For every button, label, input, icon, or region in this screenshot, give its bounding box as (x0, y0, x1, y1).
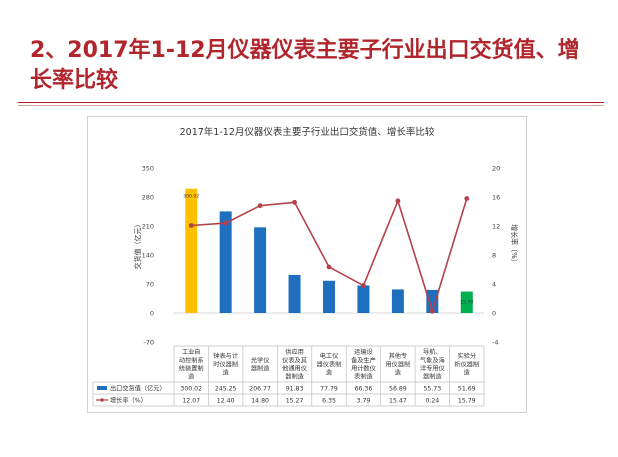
category-label: 析仪器制 (454, 360, 479, 368)
category-label: 造 (326, 369, 332, 377)
bar (391, 289, 404, 313)
data-table: 工业自动控制系统装置制造钟表与计时仪器制造光学仪器制造供应用仪表及其他通用仪器制… (92, 345, 485, 407)
bar (219, 211, 232, 313)
table-cell-growth: 0.24 (425, 398, 439, 405)
table-cell-growth: 15.79 (458, 398, 476, 405)
line-point (395, 198, 401, 204)
bar (288, 274, 301, 313)
bar (323, 280, 335, 313)
line-point (188, 223, 194, 228)
table-cell-value: 51.69 (458, 386, 476, 393)
table-cell-value: 300.02 (180, 386, 202, 393)
category-label: 钟表与计 (213, 352, 238, 360)
y-tick-label: 0 (150, 310, 154, 318)
category-label: 动控制系 (179, 356, 204, 364)
chart-container: 2017年1-12月仪器仪表主要子行业出口交货值、增长率比较 -70 0 70 140… (87, 116, 527, 413)
category-label: 造 (464, 369, 470, 377)
legend-swatch-bar (97, 386, 107, 390)
table-cell-growth: 15.27 (286, 398, 304, 405)
table-cell-value: 55.73 (423, 386, 441, 393)
table-cell-growth: 12.07 (182, 398, 200, 405)
category-label: 供应用 (285, 348, 304, 356)
chart-svg: 2017年1-12月仪器仪表主要子行业出口交货值、增长率比较 -70 0 70 140… (92, 126, 519, 407)
data-label: 300.02 (183, 194, 199, 200)
category-label: 备及生产 (351, 356, 376, 364)
data-label: 15.79 (460, 300, 473, 306)
table-cell-value: 66.36 (355, 386, 373, 393)
table-cell-growth: 12.40 (217, 398, 235, 405)
category-label: 其他专 (389, 352, 408, 360)
line-point (464, 196, 470, 201)
category-label: 气象及海 (420, 356, 445, 364)
category-label: 电工仪 (320, 352, 339, 360)
category-label: 器仪表制 (317, 360, 342, 368)
y-tick-label: 210 (142, 223, 154, 231)
bar (426, 289, 439, 313)
y2-tick-label: 12 (492, 223, 500, 231)
bar (460, 291, 473, 313)
table-cell-value: 56.89 (389, 386, 407, 393)
category-label: 统装置制 (179, 365, 204, 373)
category-label: 时仪器制 (213, 360, 238, 368)
table-cell-value: 91.83 (286, 386, 304, 393)
y-tick-label: -70 (143, 339, 154, 347)
y-tick-label: 350 (142, 165, 154, 173)
table-cell-growth: 6.35 (322, 398, 336, 405)
category-label: 光学仪 (251, 356, 270, 364)
legend-label-line: 增长率（%） (110, 397, 147, 405)
line-point (223, 220, 229, 226)
legend-swatch-line-marker (100, 398, 104, 402)
category-label: 造 (395, 369, 401, 377)
chart-title: 2017年1-12月仪器仪表主要子行业出口交货值、增长率比较 (180, 126, 435, 138)
line-point (257, 203, 263, 209)
y-tick-label: 280 (142, 194, 154, 202)
category-label: 造 (188, 373, 194, 381)
y2-tick-label: 16 (492, 194, 500, 202)
y-tick-label: 70 (146, 281, 154, 289)
y2-tick-label: 20 (492, 165, 500, 173)
category-label: 用仪器制 (386, 360, 411, 368)
category-label: 表制造 (354, 373, 373, 381)
table-cell-growth: 3.79 (357, 398, 371, 405)
table-cell-value: 77.79 (320, 386, 338, 393)
category-label: 他通用仪 (282, 365, 307, 373)
category-label: 器制造 (423, 373, 442, 381)
bar-series: 300.02 15.79 (183, 188, 473, 313)
table-cell-value: 206.77 (249, 386, 271, 393)
category-label: 导航、 (423, 348, 442, 356)
y2-tick-label: 4 (492, 281, 496, 289)
y2-tick-label: -4 (492, 339, 498, 347)
bar (185, 188, 198, 313)
category-label: 器制造 (251, 365, 270, 373)
title-divider-shadow (18, 105, 604, 106)
category-label: 洋专用仪 (420, 365, 445, 373)
category-label: 实验分 (457, 352, 476, 360)
title-divider (18, 102, 604, 103)
y-axis-label: 交货值（亿元） (133, 221, 142, 270)
line-point (361, 283, 366, 288)
table-cell-growth: 15.47 (389, 398, 407, 405)
category-label: 造 (223, 369, 229, 377)
right-axis: -4 0 4 8 12 16 20 (492, 165, 500, 347)
slide-title: 2、2017年1-12月仪器仪表主要子行业出口交货值、增长率比较 (30, 38, 580, 93)
category-label: 器制造 (285, 373, 304, 381)
y2-tick-label: 8 (492, 252, 496, 260)
bar (254, 227, 267, 313)
legend-label-bar: 出口交货值（亿元） (110, 385, 166, 393)
y2-axis-label: 增长率（%） (510, 224, 519, 266)
category-label: 用计数仪 (351, 365, 376, 373)
y-tick-label: 140 (142, 252, 154, 260)
line-series (188, 196, 470, 314)
table-cell-value: 245.25 (215, 386, 237, 393)
line-point (326, 264, 332, 270)
line-point (292, 199, 297, 205)
table-cell-growth: 14.80 (251, 398, 269, 405)
bar (357, 285, 370, 313)
category-label: 仪表及其 (282, 356, 307, 364)
category-label: 运输设 (354, 348, 373, 356)
y2-tick-label: 0 (492, 310, 496, 318)
category-label: 工业自 (182, 348, 201, 356)
line-point (429, 308, 435, 314)
